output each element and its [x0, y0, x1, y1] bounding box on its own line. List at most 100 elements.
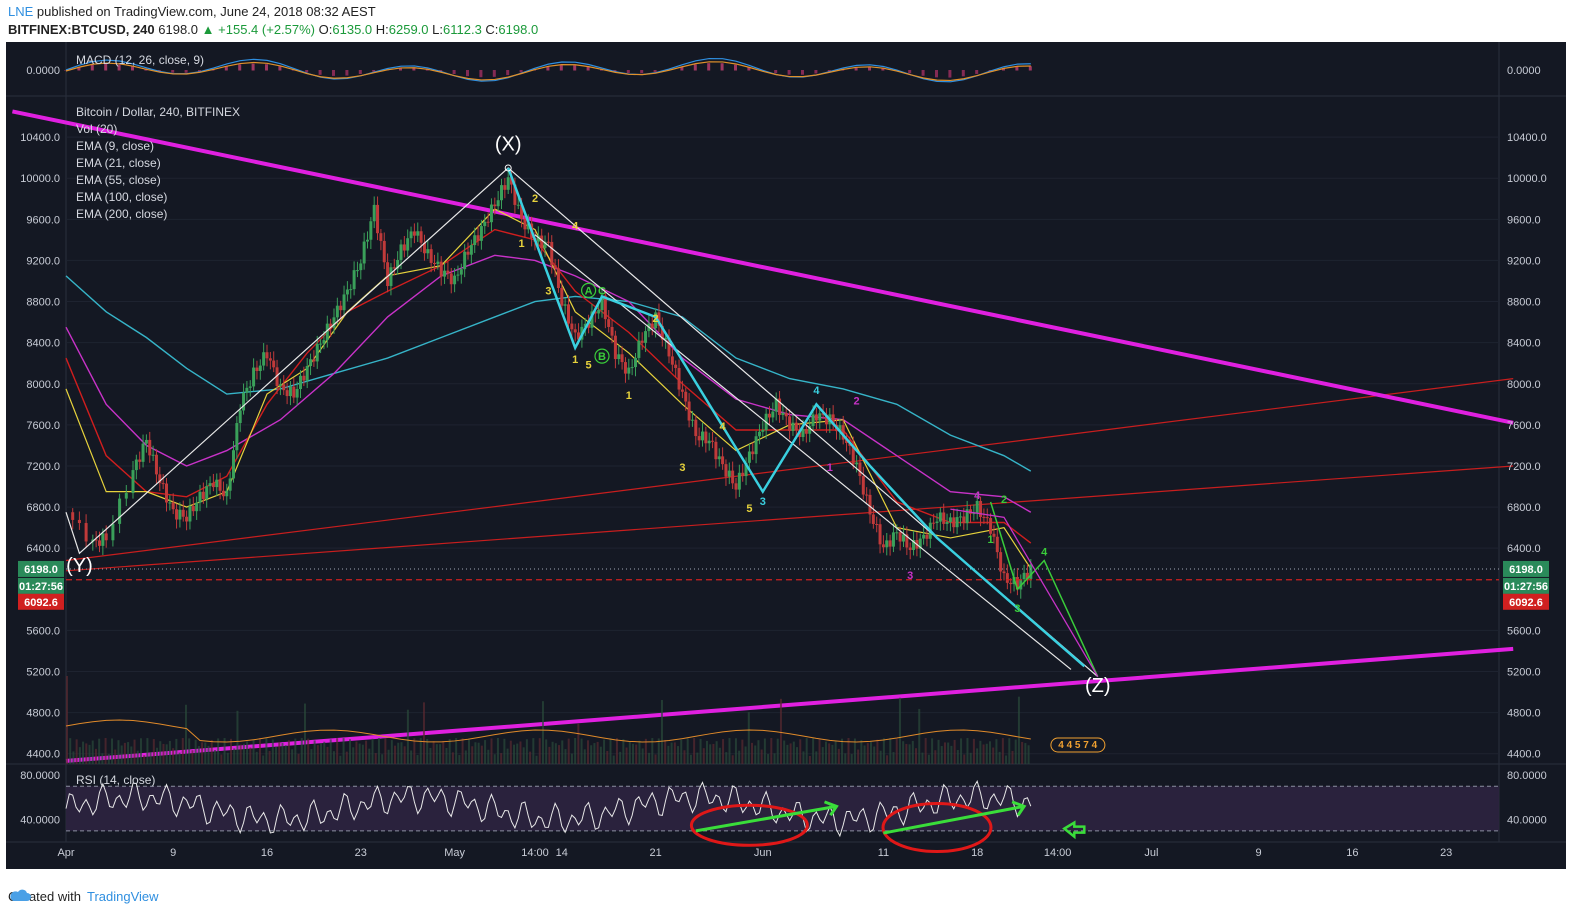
- candle-body: [104, 533, 108, 541]
- candle-body: [386, 262, 390, 287]
- volume-bar: [162, 743, 165, 764]
- candle-body: [690, 419, 694, 421]
- volume-bar: [931, 738, 934, 764]
- volume-bar: [686, 738, 689, 764]
- volume-bar: [834, 740, 837, 764]
- volume-bar: [960, 738, 963, 764]
- candle-body: [1025, 572, 1029, 579]
- volume-bar: [127, 742, 130, 764]
- macd-histogram-bar: [372, 70, 376, 72]
- volume-bar: [159, 741, 162, 764]
- candle-body: [540, 235, 544, 249]
- volume-bar: [516, 743, 519, 764]
- volume-bar: [779, 698, 782, 764]
- price-tick-left: 8000.0: [26, 379, 60, 391]
- candle-body: [235, 423, 239, 451]
- volume-bar: [194, 739, 197, 764]
- macd-histogram-bar: [238, 64, 242, 71]
- author-link[interactable]: LNE: [8, 4, 34, 19]
- volume-bar: [461, 738, 464, 764]
- volume-bar: [593, 743, 596, 764]
- volume-bar: [278, 741, 281, 764]
- candle-body: [781, 412, 785, 415]
- volume-bar: [693, 738, 696, 764]
- tradingview-link[interactable]: TradingView: [86, 889, 159, 904]
- chart-area[interactable]: (X) (Y) (Z) 2 1 4 3 1 5 2 1 4 3 5 4 3 2 1 3 4 2 1 4 3 A C B MACD (…: [6, 42, 1566, 869]
- wave-label: A: [585, 285, 593, 297]
- candle-body: [205, 486, 209, 499]
- candle-body: [285, 390, 289, 397]
- candle-body: [268, 358, 272, 361]
- volume-bar: [892, 752, 895, 764]
- volume-bar: [667, 745, 670, 764]
- volume-bar: [847, 738, 850, 764]
- volume-bar: [184, 704, 187, 764]
- price-tick-right: 6800.0: [1507, 502, 1541, 514]
- candle-body: [262, 352, 266, 366]
- volume-bar: [123, 742, 126, 764]
- candle-body: [707, 440, 711, 444]
- volume-bar: [493, 754, 496, 764]
- volume-bar: [664, 739, 667, 764]
- volume-bar: [529, 751, 532, 764]
- candle-body: [687, 401, 691, 421]
- volume-bar: [435, 744, 438, 764]
- candle-body: [824, 414, 828, 425]
- candle-body: [412, 231, 416, 236]
- volume-bar: [802, 751, 805, 764]
- volume-bar: [355, 741, 358, 764]
- price-tick-right: 8400.0: [1507, 338, 1541, 350]
- candle-body: [838, 425, 842, 432]
- candle-body: [483, 221, 487, 227]
- volume-bar: [1011, 750, 1014, 764]
- candle-body: [898, 532, 902, 542]
- candle-body: [211, 483, 215, 488]
- macd-signal-line: [65, 61, 1031, 82]
- candle-body: [768, 413, 771, 418]
- candle-body: [1009, 582, 1013, 585]
- macd-histogram-bar: [961, 70, 965, 77]
- volume-bar: [590, 745, 593, 764]
- candle-body: [577, 332, 581, 340]
- volume-bar: [213, 750, 216, 764]
- macd-histogram-bar: [707, 63, 711, 71]
- volume-bar: [599, 746, 602, 764]
- macd-histogram-bar: [680, 66, 684, 71]
- volume-bar: [281, 743, 284, 764]
- rsi-green-arrowhead-2: [1011, 800, 1027, 817]
- volume-bar: [924, 738, 927, 764]
- volume-bar: [747, 712, 750, 764]
- candle-body: [446, 270, 450, 274]
- candle-body: [962, 516, 966, 524]
- volume-bar: [918, 708, 921, 764]
- volume-bar: [66, 676, 68, 764]
- candle-body: [885, 540, 889, 548]
- volume-bar: [384, 738, 387, 764]
- candle-body: [91, 539, 95, 542]
- volume-bar: [464, 750, 467, 764]
- volume-bar: [638, 740, 641, 764]
- candle-body: [630, 367, 634, 369]
- volume-bar: [207, 745, 210, 764]
- price-tick-left: 6400.0: [26, 543, 60, 555]
- price-tick-left: 5200.0: [26, 667, 60, 679]
- candle-body: [409, 231, 413, 239]
- volume-bar: [577, 723, 580, 764]
- volume-bar: [937, 739, 940, 764]
- high-label: H:: [375, 22, 389, 37]
- macd-histogram-bar: [332, 70, 335, 76]
- time-tick-label: 18: [971, 847, 983, 859]
- volume-bar: [850, 754, 853, 764]
- candle-body: [948, 517, 952, 523]
- macd-histogram-bar: [305, 70, 309, 73]
- macd-histogram-bar: [1028, 66, 1032, 71]
- volume-bar: [915, 748, 918, 764]
- candle-body: [778, 398, 782, 415]
- candle-body: [851, 445, 855, 465]
- candle-body: [449, 273, 453, 285]
- volume-bar: [522, 747, 525, 764]
- symbol-line: BITFINEX:BTCUSD, 240 6198.0 ▲ +155.4 (+2…: [8, 22, 538, 37]
- candle-body: [627, 367, 631, 374]
- volume-bar: [181, 738, 184, 764]
